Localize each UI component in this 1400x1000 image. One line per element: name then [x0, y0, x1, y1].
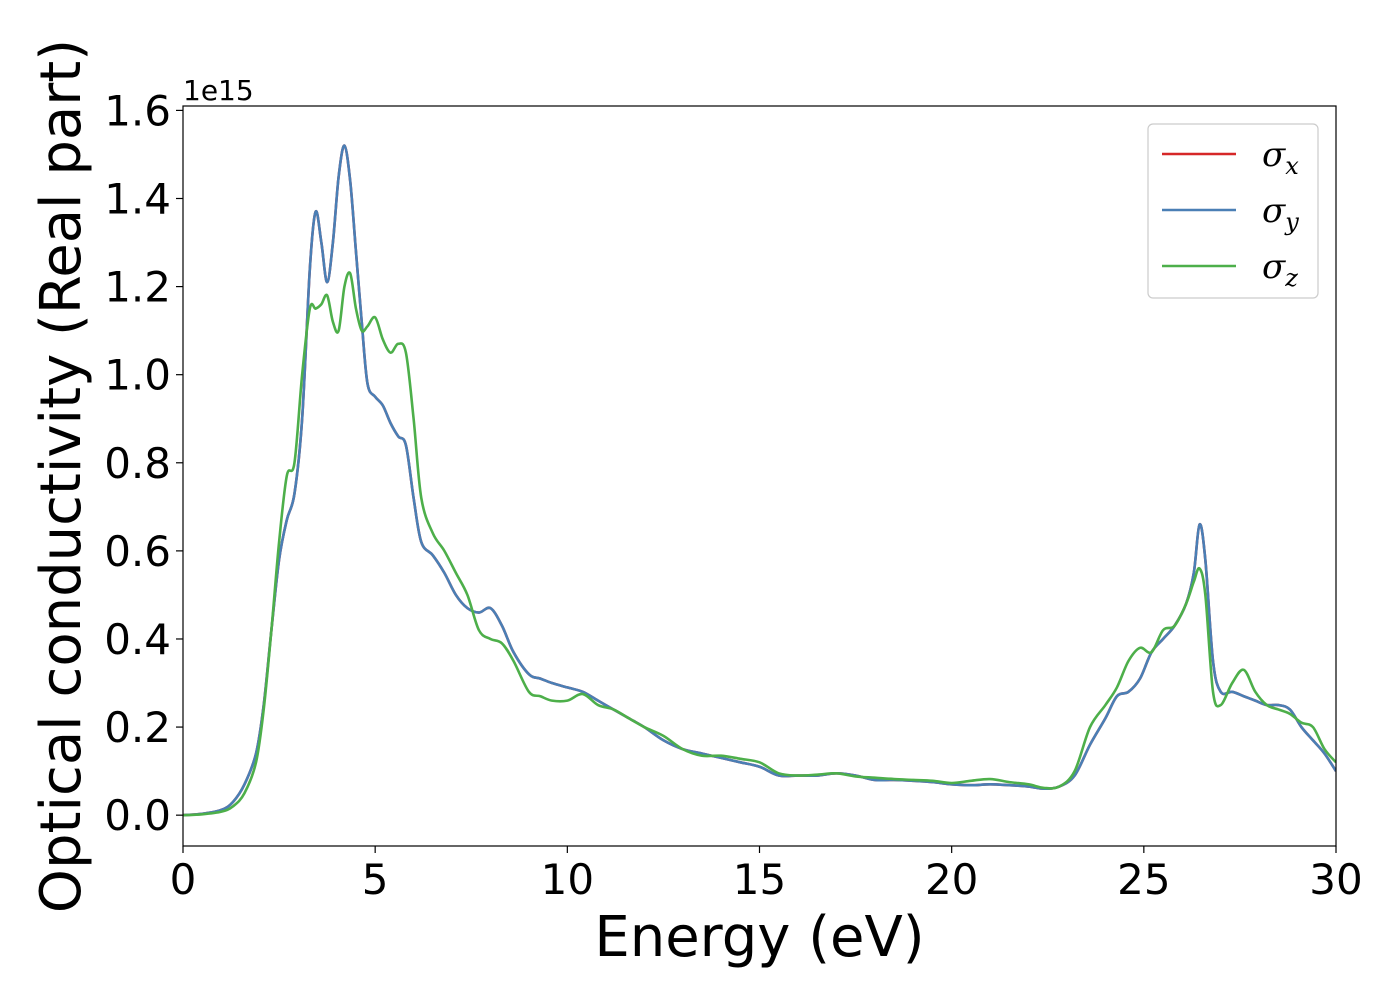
- x-tick-label: 20: [925, 855, 978, 904]
- y-tick-label: 0.6: [104, 527, 171, 576]
- x-tick-label: 10: [541, 855, 594, 904]
- y-tick-label: 1.0: [104, 351, 171, 400]
- y-axis-ticks: 0.0 0.2 0.4 0.6 0.8 1.0 1.2 1.4 1.6: [104, 86, 183, 840]
- x-tick-label: 25: [1117, 855, 1170, 904]
- x-tick-label: 5: [362, 855, 389, 904]
- legend-item-y: σy: [1162, 191, 1299, 236]
- y-tick-label: 0.2: [104, 703, 171, 752]
- legend-label: σx: [1262, 135, 1299, 180]
- y-tick-label: 1.2: [104, 263, 171, 312]
- legend: σx σy σz: [1147, 123, 1319, 299]
- x-axis-label: Energy (eV): [594, 905, 924, 970]
- y-axis-label: Optical conductivity (Real part): [29, 39, 94, 913]
- y-tick-label: 0.4: [104, 615, 171, 664]
- y-tick-label: 0.0: [104, 791, 171, 840]
- legend-item-z: σz: [1162, 247, 1298, 292]
- legend-label: σy: [1262, 191, 1299, 236]
- series-layer: [183, 144, 1336, 817]
- y-tick-label: 1.6: [104, 86, 171, 135]
- x-tick-label: 0: [170, 855, 197, 904]
- legend-label: σz: [1262, 247, 1298, 292]
- x-tick-label: 30: [1309, 855, 1362, 904]
- y-tick-label: 0.8: [104, 439, 171, 488]
- x-axis-ticks: 0 5 10 15 20 25 30: [170, 846, 1363, 904]
- series-line-z: [183, 271, 1336, 817]
- y-axis-offset-label: 1e15: [183, 74, 254, 107]
- x-tick-label: 15: [733, 855, 786, 904]
- legend-item-x: σx: [1162, 135, 1299, 180]
- y-tick-label: 1.4: [104, 175, 171, 224]
